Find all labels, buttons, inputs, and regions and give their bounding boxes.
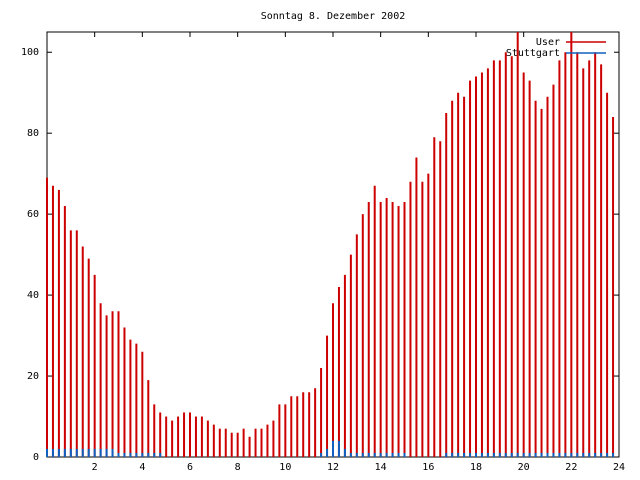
y-tick-label: 100	[21, 47, 39, 58]
legend-label: Stuttgart	[506, 48, 560, 59]
x-tick-label: 18	[470, 462, 482, 473]
y-tick-label: 20	[27, 371, 39, 382]
x-tick-label: 8	[235, 462, 241, 473]
x-tick-label: 24	[613, 462, 625, 473]
x-tick-label: 2	[92, 462, 98, 473]
x-tick-label: 6	[187, 462, 193, 473]
x-tick-label: 12	[327, 462, 339, 473]
chart-title: Sonntag 8. Dezember 2002	[261, 11, 406, 22]
x-tick-label: 20	[518, 462, 530, 473]
y-tick-label: 0	[33, 452, 39, 463]
x-tick-label: 4	[139, 462, 145, 473]
legend-label: User	[536, 37, 560, 48]
y-tick-label: 40	[27, 290, 39, 301]
x-tick-label: 14	[375, 462, 387, 473]
y-tick-label: 60	[27, 209, 39, 220]
y-tick-label: 80	[27, 128, 39, 139]
x-tick-label: 16	[422, 462, 434, 473]
x-tick-label: 22	[565, 462, 577, 473]
x-tick-label: 10	[279, 462, 291, 473]
